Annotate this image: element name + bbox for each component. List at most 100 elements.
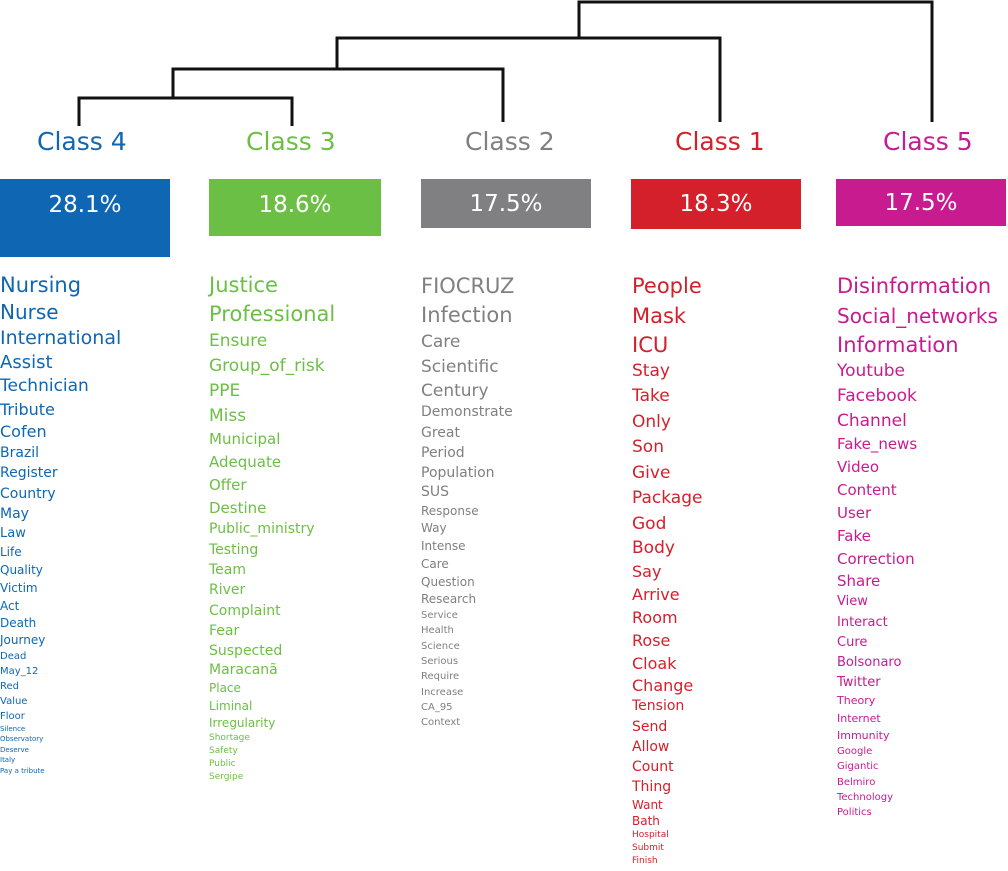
class-title: Class 2	[465, 127, 555, 156]
class-percent: 17.5%	[884, 189, 958, 216]
word: Gigantic	[837, 761, 879, 772]
word: Increase	[421, 687, 464, 698]
word: Victim	[0, 581, 38, 595]
word: PPE	[209, 381, 241, 401]
word-list: Nursing Nurse International Assist Techn…	[0, 271, 121, 776]
word: Team	[209, 562, 247, 578]
word: Rose	[632, 631, 671, 650]
word: Correction	[837, 550, 915, 568]
word: Content	[837, 481, 897, 499]
word: Care	[421, 332, 461, 352]
word: Care	[421, 557, 449, 571]
word: Video	[837, 458, 880, 476]
word: Body	[632, 538, 675, 558]
word: Quality	[0, 563, 43, 577]
word: Question	[421, 575, 475, 589]
word-list: Justice Professional Ensure Group_of_ris…	[209, 271, 335, 784]
branch-c432-class1	[335, 36, 722, 122]
word: Group_of_risk	[209, 356, 325, 376]
word: Nurse	[0, 300, 59, 324]
word: Service	[421, 610, 458, 621]
word: Change	[632, 676, 694, 695]
word: Fear	[209, 623, 240, 639]
word: Public_ministry	[209, 521, 315, 537]
word: Immunity	[837, 729, 890, 742]
word: Demonstrate	[421, 404, 513, 420]
word: Complaint	[209, 603, 281, 619]
word: Count	[632, 759, 674, 775]
word: Channel	[837, 411, 907, 431]
word: Cofen	[0, 422, 47, 441]
word: Interact	[837, 615, 888, 630]
word: Send	[632, 719, 668, 735]
word: Life	[0, 545, 22, 559]
word: Professional	[209, 302, 336, 326]
word: Shortage	[209, 733, 250, 743]
class-title: Class 3	[246, 127, 336, 156]
word-list: People Mask ICU Stay Take Only Son Give …	[632, 271, 702, 867]
word: May_12	[0, 666, 39, 677]
dendrogram	[77, 0, 934, 126]
word: Ensure	[209, 331, 268, 351]
word: Arrive	[632, 585, 680, 604]
word: Hospital	[632, 830, 669, 840]
word: Bolsonaro	[837, 655, 902, 670]
word: Mask	[632, 304, 687, 328]
word: People	[632, 274, 702, 298]
word: Cloak	[632, 654, 677, 673]
word: SUS	[421, 484, 450, 500]
word: Google	[837, 746, 873, 757]
word: Miss	[209, 406, 247, 426]
word: Value	[0, 696, 28, 707]
word: Testing	[209, 542, 259, 558]
word: Belmiro	[837, 777, 876, 788]
word: Place	[209, 681, 241, 695]
word: Want	[632, 798, 663, 812]
word: Bath	[632, 814, 660, 828]
word: User	[837, 504, 872, 522]
word: FIOCRUZ	[421, 274, 515, 298]
word: Liminal	[209, 699, 253, 713]
word: Tribute	[0, 400, 55, 419]
word: Assist	[0, 352, 53, 373]
word: Way	[421, 521, 447, 535]
word: Facebook	[837, 386, 917, 406]
word: Pay a tribute	[0, 767, 45, 775]
class-column-5: Class 5 17.5% Disinformation Social_netw…	[836, 126, 1006, 818]
word: Maracanã	[209, 662, 278, 678]
word: Floor	[0, 711, 25, 722]
word: Great	[421, 425, 460, 441]
word: Thing	[632, 779, 672, 795]
word: Journey	[0, 633, 46, 647]
word: Safety	[209, 746, 238, 756]
word: Offer	[209, 476, 247, 494]
word: Context	[421, 717, 461, 728]
class-percent: 18.6%	[258, 191, 332, 218]
class-column-3: Class 3 18.6% Justice Professional Ensur…	[209, 126, 381, 782]
word: River	[209, 582, 246, 598]
word: Allow	[632, 739, 670, 755]
word: Fake	[837, 527, 871, 545]
word: Register	[0, 465, 58, 481]
word: Intense	[421, 539, 466, 553]
class-column-1: Class 1 18.3% People Mask ICU Stay Take …	[631, 126, 801, 866]
word: Municipal	[209, 430, 281, 448]
word: Response	[421, 504, 479, 518]
word: Fake_news	[837, 435, 918, 453]
word: God	[632, 514, 667, 534]
word: International	[0, 327, 122, 349]
word: Room	[632, 608, 678, 627]
word: Politics	[837, 807, 872, 818]
class-percent-box: 17.5%	[421, 179, 591, 228]
branch-c43-class2	[171, 67, 505, 122]
word: Son	[632, 437, 664, 457]
word: Disinformation	[837, 274, 992, 298]
class-title: Class 1	[675, 127, 765, 156]
word: Sergipe	[209, 772, 244, 782]
word: Brazil	[0, 445, 40, 461]
word-list: Disinformation Social_networks Informati…	[837, 271, 998, 820]
word: Period	[421, 445, 465, 461]
class-column-4: Class 4 28.1% Nursing Nurse Internationa…	[0, 126, 170, 775]
word: Justice	[209, 273, 278, 297]
class-percent-box: 18.6%	[209, 179, 381, 236]
